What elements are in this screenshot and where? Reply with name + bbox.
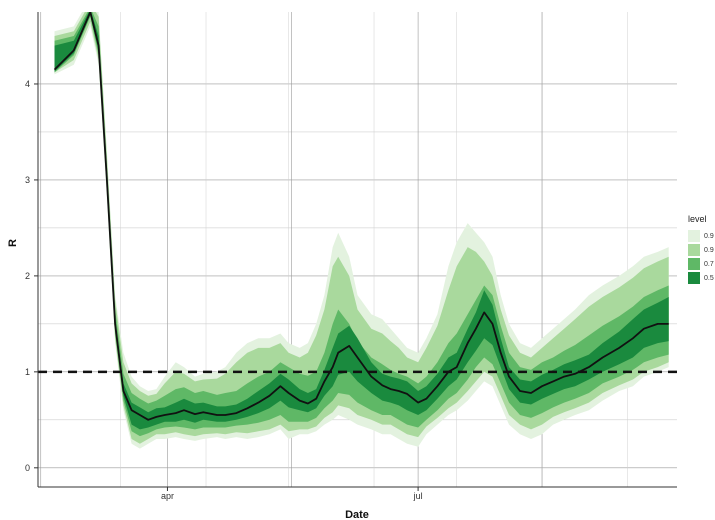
legend-title: level: [688, 214, 707, 224]
y-tick-label: 3: [25, 175, 30, 185]
median-line: [53, 12, 669, 421]
legend-swatch: [688, 230, 700, 242]
y-tick-label: 2: [25, 271, 30, 281]
band-level-0-9-outer: [54, 12, 669, 449]
legend-swatch: [688, 258, 700, 270]
y-tick-label: 4: [25, 79, 30, 89]
legend-label: 0.9: [704, 247, 714, 254]
x-tick-label: apr: [161, 491, 174, 501]
x-tick-label: jul: [413, 491, 423, 501]
legend-swatch: [688, 244, 700, 256]
legend-label: 0.5: [704, 275, 714, 282]
legend: level 0.9 0.9 0.7 0.5: [688, 214, 714, 284]
legend-swatch: [688, 272, 700, 284]
x-axis-title: Date: [345, 509, 369, 520]
legend-label: 0.9: [704, 233, 714, 240]
axes: 0 1 2 3 4 apr jul: [25, 12, 677, 501]
median-line-layer: [38, 12, 677, 421]
band-level-0-5: [54, 12, 669, 430]
y-axis-title: R: [7, 239, 19, 247]
credible-interval-bands: [54, 12, 669, 449]
y-tick-label: 1: [25, 367, 30, 377]
legend-label: 0.7: [704, 261, 714, 268]
y-tick-label: 0: [25, 463, 30, 473]
